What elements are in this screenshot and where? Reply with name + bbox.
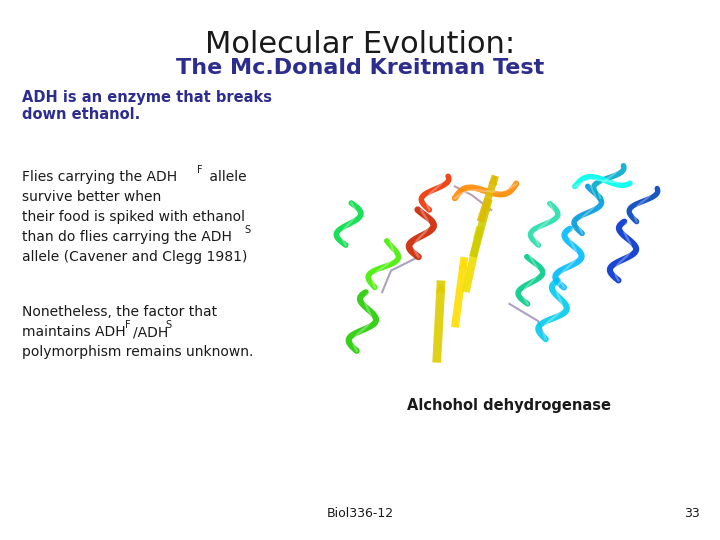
- Text: S: S: [165, 320, 171, 330]
- Text: S: S: [244, 225, 250, 235]
- Text: Alchohol dehydrogenase: Alchohol dehydrogenase: [408, 398, 611, 413]
- Text: allele: allele: [205, 170, 247, 184]
- Text: Flies carrying the ADH: Flies carrying the ADH: [22, 170, 177, 184]
- Text: than do flies carrying the ADH: than do flies carrying the ADH: [22, 230, 232, 244]
- Text: F: F: [125, 320, 130, 330]
- Text: The Mc.Donald Kreitman Test: The Mc.Donald Kreitman Test: [176, 58, 544, 78]
- Text: survive better when: survive better when: [22, 190, 161, 204]
- Text: /ADH: /ADH: [133, 325, 168, 339]
- Text: F: F: [197, 165, 202, 175]
- Text: their food is spiked with ethanol: their food is spiked with ethanol: [22, 210, 245, 224]
- Text: allele (Cavener and Clegg 1981): allele (Cavener and Clegg 1981): [22, 250, 248, 264]
- Text: Biol336-12: Biol336-12: [326, 507, 394, 520]
- Text: ADH is an enzyme that breaks
down ethanol.: ADH is an enzyme that breaks down ethano…: [22, 90, 272, 123]
- Text: Molecular Evolution:: Molecular Evolution:: [205, 30, 515, 59]
- Text: Nonetheless, the factor that: Nonetheless, the factor that: [22, 305, 217, 319]
- Text: polymorphism remains unknown.: polymorphism remains unknown.: [22, 345, 253, 359]
- Text: 33: 33: [684, 507, 700, 520]
- Text: maintains ADH: maintains ADH: [22, 325, 125, 339]
